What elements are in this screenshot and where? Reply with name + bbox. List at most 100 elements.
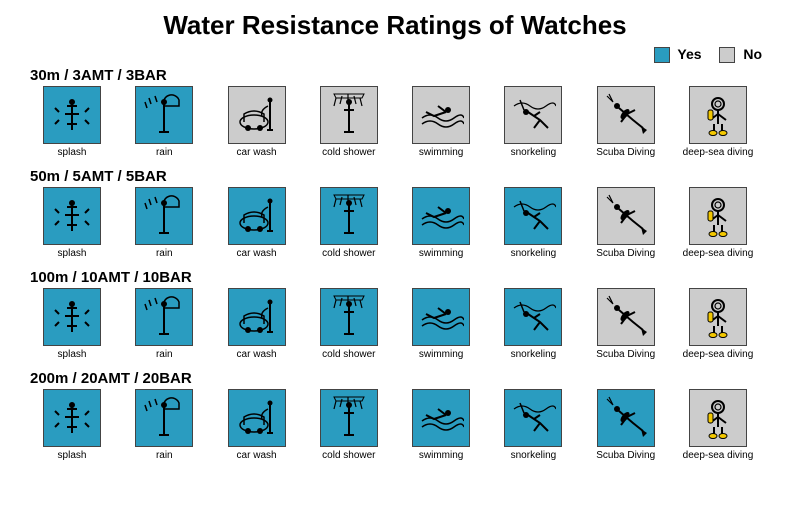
rating-cell: car wash [215,187,299,259]
rating-cell: Scuba Diving [584,187,668,259]
snorkeling-icon [504,187,562,245]
splash-icon [43,389,101,447]
car_wash-icon [228,389,286,447]
legend-yes-label: Yes [677,46,701,62]
rating-row: splash rain car wash cold shower swimming sno… [8,86,782,160]
activity-label: swimming [419,349,463,360]
rating-row: splash rain car wash cold shower swimming sno… [8,187,782,261]
activity-label: car wash [237,450,277,461]
cold_shower-icon [320,389,378,447]
rating-cell: deep-sea diving [676,86,760,158]
activity-label: deep-sea diving [683,450,754,461]
activity-label: Scuba Diving [596,147,655,158]
rating-cell: Scuba Diving [584,86,668,158]
legend-yes-swatch [654,47,670,63]
activity-label: snorkeling [511,147,557,158]
swimming-icon [412,389,470,447]
activity-label: splash [58,248,87,259]
page-title: Water Resistance Ratings of Watches [0,0,790,41]
rain-icon [135,187,193,245]
snorkeling-icon [504,389,562,447]
cold_shower-icon [320,187,378,245]
rating-cell: swimming [399,389,483,461]
activity-label: snorkeling [511,248,557,259]
rating-cell: deep-sea diving [676,187,760,259]
rating-cell: snorkeling [491,86,575,158]
splash-icon [43,187,101,245]
splash-icon [43,86,101,144]
rating-row: splash rain car wash cold shower swimming sno… [8,389,782,463]
activity-label: snorkeling [511,450,557,461]
activity-label: car wash [237,248,277,259]
rating-cell: snorkeling [491,288,575,360]
snorkeling-icon [504,86,562,144]
legend-no-label: No [743,46,762,62]
activity-label: Scuba Diving [596,248,655,259]
activity-label: rain [156,147,173,158]
car_wash-icon [228,86,286,144]
rating-cell: cold shower [307,187,391,259]
rating-cell: rain [122,187,206,259]
rating-cell: swimming [399,86,483,158]
ratings-grid: 30m / 3AMT / 3BARsplashraincar washcold … [0,41,790,463]
rating-cell: swimming [399,187,483,259]
rating-cell: Scuba Diving [584,288,668,360]
rating-header: 30m / 3AMT / 3BAR [30,67,782,84]
rating-cell: car wash [215,86,299,158]
rating-cell: car wash [215,389,299,461]
rating-cell: snorkeling [491,389,575,461]
scuba_diving-icon [597,187,655,245]
rating-cell: cold shower [307,288,391,360]
deep_sea_diving-icon [689,288,747,346]
activity-label: splash [58,147,87,158]
rating-header: 50m / 5AMT / 5BAR [30,168,782,185]
activity-label: cold shower [322,147,375,158]
cold_shower-icon [320,86,378,144]
deep_sea_diving-icon [689,187,747,245]
rating-cell: splash [30,86,114,158]
rating-cell: cold shower [307,389,391,461]
swimming-icon [412,187,470,245]
rating-cell: deep-sea diving [676,389,760,461]
car_wash-icon [228,288,286,346]
activity-label: deep-sea diving [683,147,754,158]
rating-cell: splash [30,187,114,259]
rating-cell: splash [30,389,114,461]
rating-cell: rain [122,389,206,461]
activity-label: rain [156,349,173,360]
rating-row: splash rain car wash cold shower swimming sno… [8,288,782,362]
legend-no-swatch [719,47,735,63]
deep_sea_diving-icon [689,389,747,447]
cold_shower-icon [320,288,378,346]
activity-label: cold shower [322,248,375,259]
rating-header: 200m / 20AMT / 20BAR [30,370,782,387]
activity-label: swimming [419,450,463,461]
rating-cell: cold shower [307,86,391,158]
swimming-icon [412,86,470,144]
rain-icon [135,86,193,144]
rain-icon [135,288,193,346]
activity-label: cold shower [322,349,375,360]
scuba_diving-icon [597,288,655,346]
activity-label: splash [58,450,87,461]
activity-label: snorkeling [511,349,557,360]
activity-label: swimming [419,147,463,158]
activity-label: deep-sea diving [683,349,754,360]
rating-cell: rain [122,86,206,158]
rating-cell: deep-sea diving [676,288,760,360]
legend: Yes No [640,46,762,63]
activity-label: deep-sea diving [683,248,754,259]
deep_sea_diving-icon [689,86,747,144]
activity-label: swimming [419,248,463,259]
rating-cell: splash [30,288,114,360]
activity-label: rain [156,248,173,259]
rating-cell: swimming [399,288,483,360]
rain-icon [135,389,193,447]
activity-label: splash [58,349,87,360]
rating-cell: Scuba Diving [584,389,668,461]
splash-icon [43,288,101,346]
rating-cell: car wash [215,288,299,360]
snorkeling-icon [504,288,562,346]
rating-header: 100m / 10AMT / 10BAR [30,269,782,286]
rating-cell: rain [122,288,206,360]
